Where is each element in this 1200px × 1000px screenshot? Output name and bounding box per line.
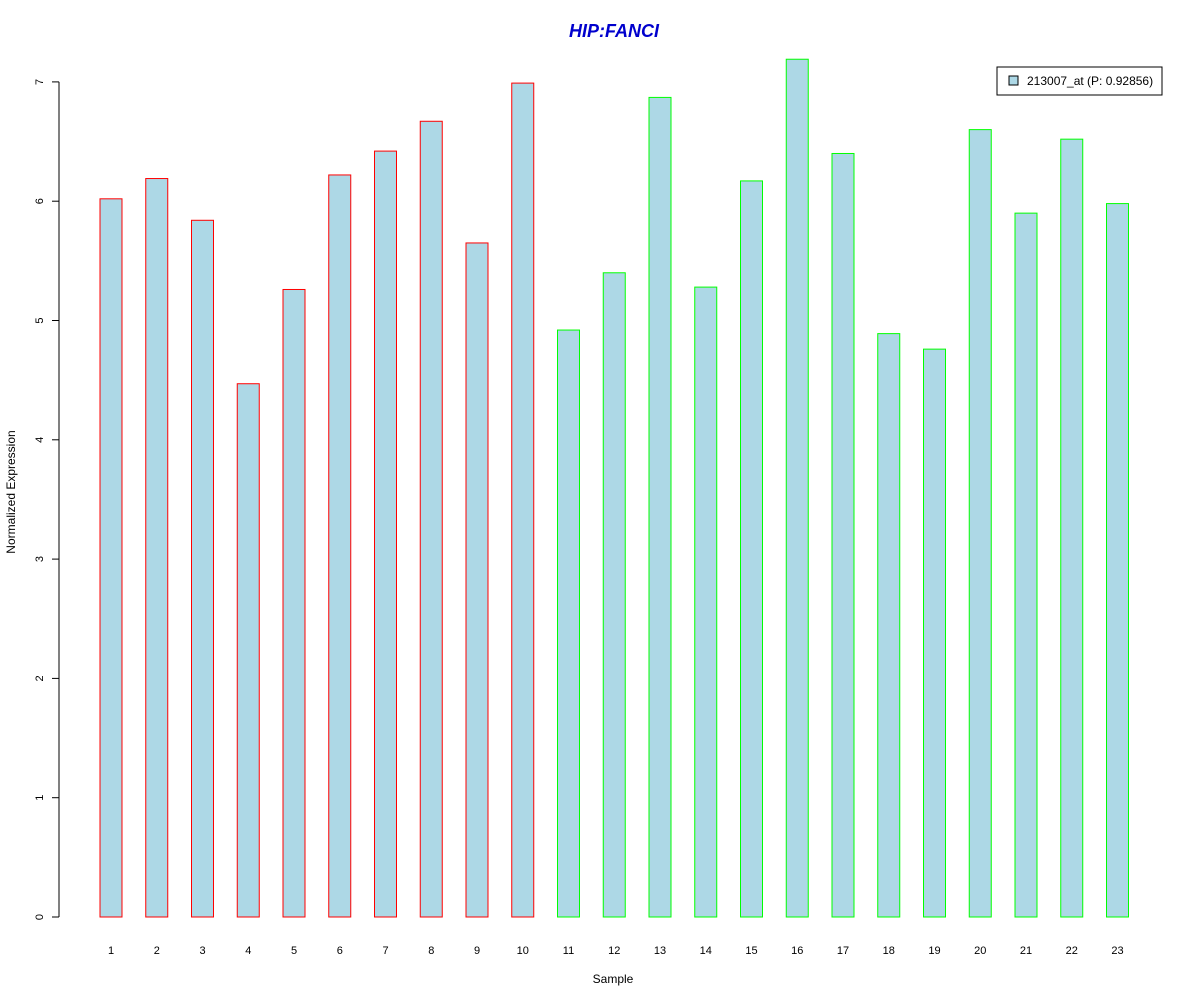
x-tick-label: 11	[563, 945, 574, 957]
y-tick-label: 3	[34, 556, 46, 562]
bar	[785, 58, 809, 918]
bar	[419, 120, 443, 918]
legend-label: 213007_at (P: 0.92856)	[1027, 74, 1153, 88]
x-tick-label: 1	[108, 945, 114, 957]
y-tick-label: 6	[34, 198, 46, 204]
bar	[99, 198, 123, 918]
bar	[694, 286, 718, 918]
bar	[968, 129, 992, 918]
bar	[831, 152, 855, 918]
x-tick-label: 18	[883, 945, 895, 957]
x-tick-label: 15	[745, 945, 757, 957]
bar	[648, 96, 672, 918]
bar	[1014, 212, 1038, 918]
y-tick-label: 0	[34, 914, 46, 920]
bar	[740, 180, 763, 918]
bar	[1106, 203, 1129, 918]
y-axis: 0 1 2 3 4 5 6 7	[34, 79, 60, 920]
x-axis-label: Sample	[593, 972, 634, 986]
legend-box	[996, 66, 1163, 96]
x-tick-label: 10	[517, 945, 529, 957]
bars	[99, 58, 1129, 918]
x-tick-label: 4	[245, 945, 251, 957]
bar	[236, 383, 260, 918]
legend-swatch	[1008, 75, 1019, 86]
x-tick-label: 16	[791, 945, 803, 957]
x-tick-label: 23	[1111, 945, 1123, 957]
y-tick-label: 5	[34, 317, 46, 323]
bar	[282, 288, 306, 918]
x-tick-label: 12	[608, 945, 620, 957]
bar	[465, 242, 489, 918]
x-tick-label: 8	[428, 945, 434, 957]
y-tick-label: 2	[34, 675, 46, 681]
x-tick-label: 14	[700, 945, 712, 957]
bar	[328, 174, 352, 918]
bar	[374, 150, 397, 918]
x-tick-label: 3	[199, 945, 205, 957]
x-tick-label: 21	[1020, 945, 1032, 957]
x-tick-label: 17	[837, 945, 849, 957]
x-tick-label: 20	[974, 945, 986, 957]
bar	[923, 348, 946, 918]
x-tick-label: 9	[474, 945, 480, 957]
y-axis-label: Normalized Expression	[4, 430, 18, 553]
y-tick-label: 7	[34, 79, 46, 85]
bar	[145, 178, 169, 918]
y-tick-label: 4	[34, 437, 46, 443]
chart-title: HIP:FANCI	[569, 21, 660, 41]
x-tick-label: 6	[337, 945, 343, 957]
bar	[511, 82, 535, 918]
bar	[1060, 138, 1084, 918]
x-tick-label: 13	[654, 945, 666, 957]
bar	[191, 219, 214, 918]
x-tick-label: 2	[154, 945, 160, 957]
bar	[877, 333, 901, 918]
x-tick-label: 19	[928, 945, 940, 957]
x-tick-label: 7	[382, 945, 388, 957]
bar	[557, 329, 580, 918]
legend: 213007_at (P: 0.92856)	[996, 66, 1163, 96]
x-tick-label: 22	[1066, 945, 1078, 957]
y-tick-label: 1	[34, 795, 46, 801]
x-axis-tick-labels: 1 2 3 4 5 6 7 8 9 10 11 12 13 14 15 16 17 18 19 20 21 22 23	[108, 945, 1124, 957]
bar	[602, 272, 626, 918]
x-tick-label: 5	[291, 945, 297, 957]
